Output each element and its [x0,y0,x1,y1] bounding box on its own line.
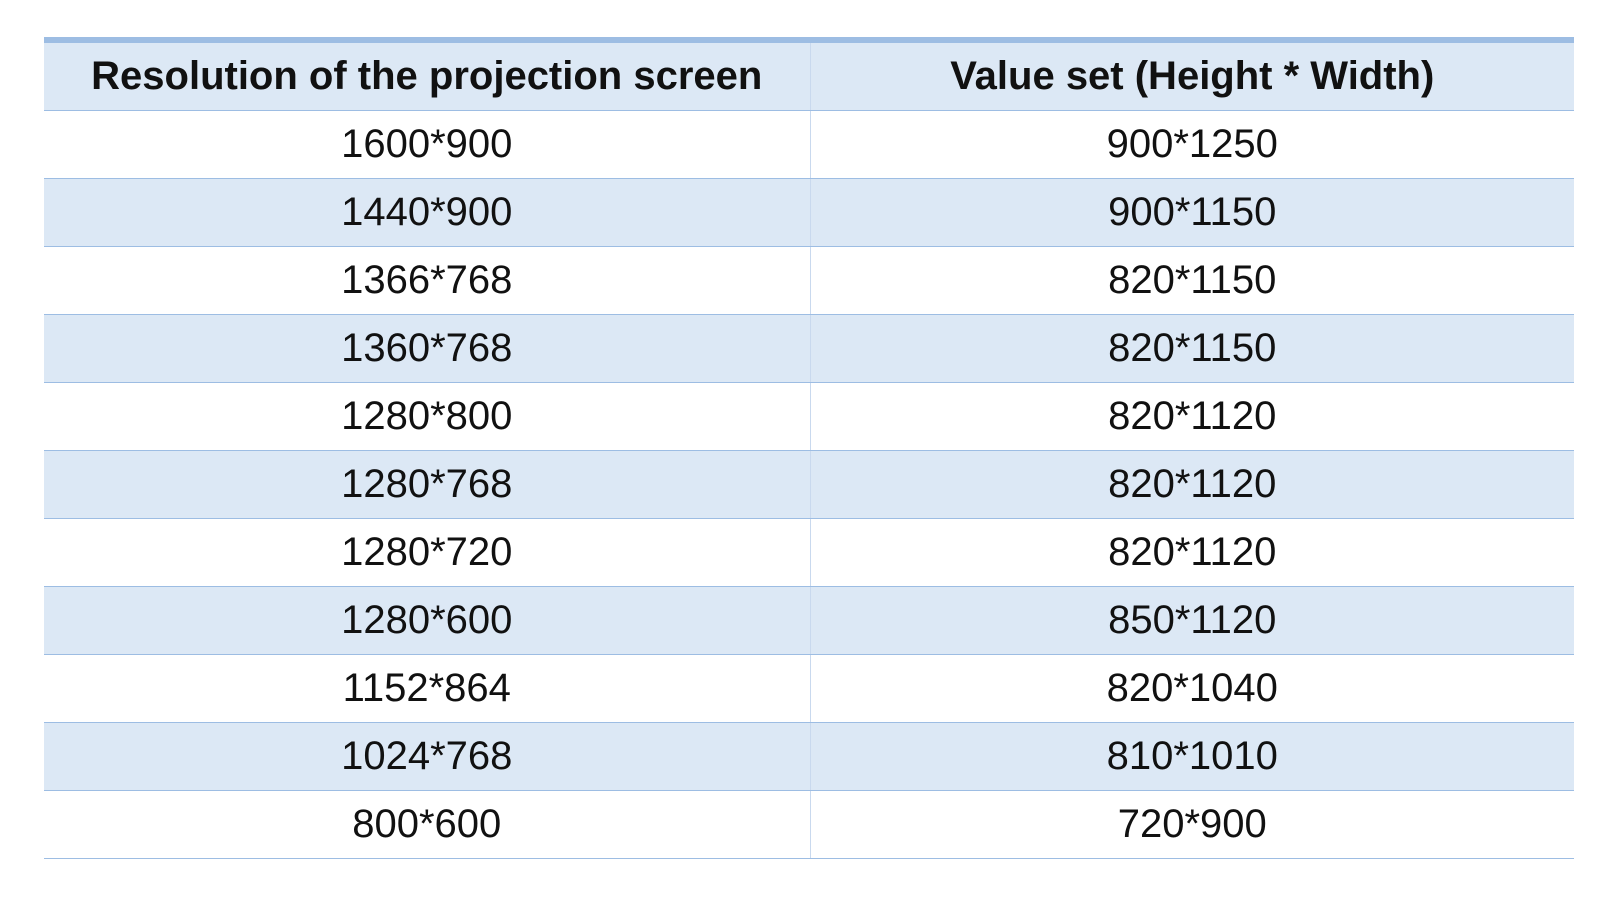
cell-value-set: 820*1040 [810,654,1574,723]
table-header-row: Resolution of the projection screen Valu… [44,43,1574,111]
cell-value-set: 820*1120 [810,382,1574,451]
table-row: 800*600 720*900 [44,790,1574,859]
cell-resolution: 1600*900 [44,110,811,179]
table-row: 1280*720 820*1120 [44,518,1574,587]
cell-resolution: 1366*768 [44,246,811,315]
table-row: 1280*600 850*1120 [44,586,1574,655]
cell-value-set: 820*1150 [810,246,1574,315]
cell-resolution: 800*600 [44,790,811,859]
cell-value-set: 900*1250 [810,110,1574,179]
cell-value-set: 900*1150 [810,178,1574,247]
cell-resolution: 1280*720 [44,518,811,587]
table-row: 1024*768 810*1010 [44,722,1574,791]
cell-resolution: 1280*600 [44,586,811,655]
table-row: 1152*864 820*1040 [44,654,1574,723]
cell-value-set: 820*1120 [810,450,1574,519]
cell-value-set: 820*1120 [810,518,1574,587]
resolution-table-container: Resolution of the projection screen Valu… [44,37,1574,859]
cell-value-set: 720*900 [810,790,1574,859]
table-row: 1280*768 820*1120 [44,450,1574,519]
table-row: 1366*768 820*1150 [44,246,1574,315]
table-row: 1600*900 900*1250 [44,110,1574,179]
cell-value-set: 850*1120 [810,586,1574,655]
header-resolution: Resolution of the projection screen [44,43,811,111]
cell-resolution: 1360*768 [44,314,811,383]
header-value-set: Value set (Height * Width) [810,43,1574,111]
cell-value-set: 810*1010 [810,722,1574,791]
cell-value-set: 820*1150 [810,314,1574,383]
cell-resolution: 1440*900 [44,178,811,247]
table-row: 1280*800 820*1120 [44,382,1574,451]
resolution-table: Resolution of the projection screen Valu… [44,43,1574,859]
cell-resolution: 1280*800 [44,382,811,451]
cell-resolution: 1280*768 [44,450,811,519]
cell-resolution: 1152*864 [44,654,811,723]
cell-resolution: 1024*768 [44,722,811,791]
table-row: 1360*768 820*1150 [44,314,1574,383]
table-row: 1440*900 900*1150 [44,178,1574,247]
